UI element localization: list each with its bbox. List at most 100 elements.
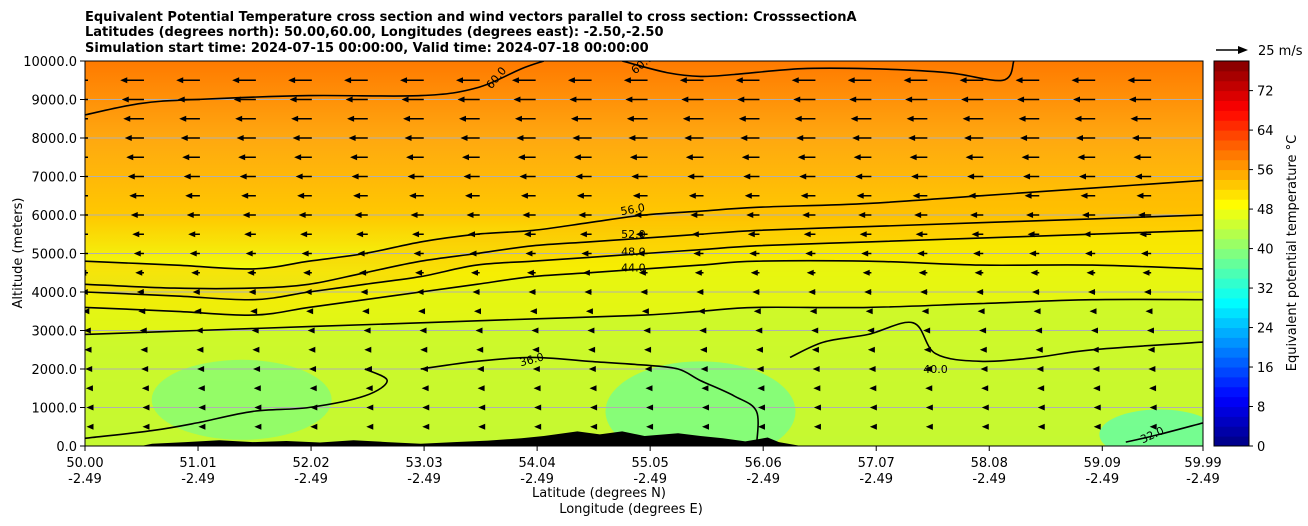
wind-vector [682,115,704,122]
wind-vector [869,404,877,411]
wind-vector-head [476,366,484,372]
wind-vector-head [573,154,581,161]
colorbar-band [1214,317,1249,329]
wind-vector [753,308,761,315]
wind-vector [685,154,704,161]
wind-vector-head [743,173,751,180]
wind-vector [970,212,984,218]
wind-vector-head [925,423,933,430]
wind-vector-head [197,366,205,372]
wind-vector [974,269,984,276]
wind-vector-head [198,404,206,411]
wind-vector-head [979,346,987,353]
wind-vector [1027,231,1040,238]
wind-vector [1018,115,1040,122]
wind-vector-head [925,385,933,392]
wind-vector-head [250,308,258,315]
wind-vector [141,366,149,372]
wind-vector-head [364,366,372,372]
wind-vector [86,423,94,430]
wind-vector [133,250,144,257]
wind-vector [366,423,374,430]
x-tick-label-latitude: 58.08 [971,456,1008,471]
y-tick-label: 6000.0 [32,209,78,224]
colorbar-band [1214,416,1249,427]
wind-vector-head [526,269,534,276]
y-tick-label: 4000.0 [32,286,78,301]
wind-vector-head [517,154,525,161]
wind-vector [236,135,256,141]
wind-vector-head [626,115,634,122]
wind-vector-head [1091,327,1099,334]
wind-vector-head [813,404,821,411]
wind-vector-head [1089,308,1097,315]
wind-vector-head [644,366,652,372]
wind-vector-head [1020,135,1028,141]
wind-vector-head [802,212,810,218]
wind-vector-head [682,115,690,122]
wind-vector-head [1035,327,1043,334]
wind-vector-head [419,327,427,334]
wind-vector [242,212,256,218]
wind-vector [1149,385,1157,392]
y-tick-label: 3000.0 [32,325,78,340]
wind-vector-head [528,289,536,295]
wind-vector-head [309,366,317,372]
wind-vector-head [409,192,417,199]
wind-vector-head [403,115,411,122]
plot-area: 60.060.056.052.048.044.036.040.032.0 [85,61,1203,446]
colorbar-band [1214,209,1249,220]
wind-vector-head [124,135,132,141]
wind-vector [1091,327,1099,334]
wind-vector [694,269,704,276]
wind-vector-head [1145,308,1153,315]
wind-vector-head [194,308,202,315]
wind-vector [802,212,816,218]
wind-vector [422,423,430,430]
wind-vector [579,231,592,238]
wind-vector-head [635,231,643,238]
wind-vector-head [478,404,486,411]
wind-vector [176,77,200,84]
wind-vector [365,385,373,392]
wind-vector [1026,212,1040,218]
wind-vector [520,192,536,199]
wind-vector [310,423,318,430]
wind-vector [1017,96,1040,103]
wind-vector [1083,231,1096,238]
wind-vector-head [921,308,929,315]
colorbar-band [1214,139,1249,151]
wind-vector-head [520,192,528,199]
wind-vector [291,115,312,122]
wind-vector-head [135,269,143,276]
wind-vector-head [292,135,300,141]
wind-vector-head [628,135,636,141]
wind-vector-head [1136,192,1144,199]
wind-vector [363,327,371,334]
wind-vector [925,385,933,392]
colorbar-band [1214,347,1249,358]
wind-vector-head [534,404,542,411]
wind-vector [180,135,200,141]
wind-vector-head [142,404,150,411]
wind-vector-head [793,96,801,103]
chart-title-line-2: Latitudes (degrees north): 50.00,60.00, … [85,25,664,40]
wind-vector [359,269,368,276]
wind-vector [923,327,931,334]
wind-vector-head [578,212,586,218]
wind-vector-head [859,231,867,238]
wind-vector [1024,192,1040,199]
wind-vector [587,327,595,334]
wind-vector [254,423,262,430]
wind-vector [464,192,480,199]
x-tick-label-latitude: 53.03 [405,456,442,471]
wind-vector [1093,404,1101,411]
wind-vector-head [254,423,262,430]
wind-vector [679,77,704,84]
wind-vector [1149,423,1157,430]
wind-vector-head [239,173,247,180]
wind-vector [921,308,929,315]
wind-vector-head [1093,404,1101,411]
wind-vector [575,173,592,180]
wind-vector [297,192,312,199]
